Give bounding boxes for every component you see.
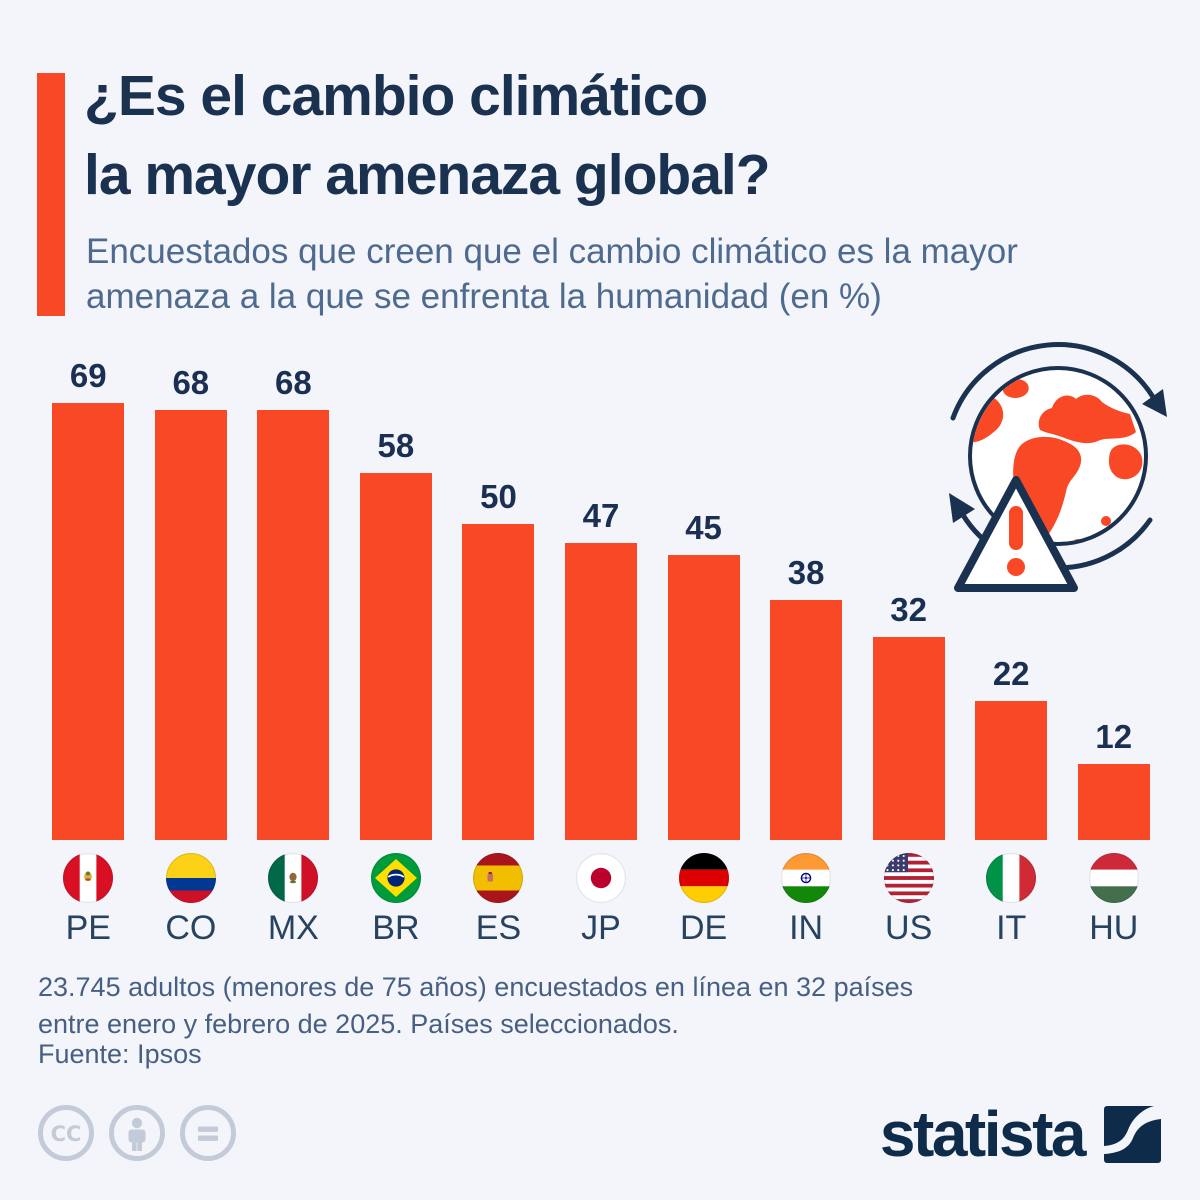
bar-value-label: 12	[1095, 718, 1133, 755]
chart-column-mx: 68 MX	[242, 350, 345, 948]
bar-zone: 45	[667, 350, 740, 840]
country-label-br: BR	[372, 909, 420, 947]
italy-flag-icon	[986, 853, 1037, 903]
source-line: Fuente: Ipsos	[38, 1039, 202, 1069]
japan-flag-icon	[576, 853, 626, 903]
bar-value-label: 32	[890, 591, 927, 629]
bar-zone: 38	[770, 350, 843, 840]
svg-text:CC: CC	[51, 1122, 82, 1146]
colombia-flag-icon	[165, 853, 216, 903]
footnote-line-2: entre enero y febrero de 2025. Países se…	[38, 1009, 679, 1039]
bar-in	[770, 599, 843, 840]
cc-nd-equals-icon	[180, 1105, 236, 1161]
chart-column-pe: 69 PE	[37, 350, 140, 948]
bar-zone: 32	[872, 350, 945, 840]
united-states-flag-icon	[883, 853, 934, 903]
country-label-es: ES	[475, 909, 522, 947]
chart-column-it: 22 IT	[960, 350, 1063, 948]
bar-value-label: 22	[992, 654, 1030, 692]
footnote-line-1: 23.745 adultos (menores de 75 años) encu…	[38, 972, 914, 1002]
chart-column-us: 32 US	[857, 350, 960, 948]
bar-value-label: 47	[582, 496, 620, 534]
cc-by-person-icon	[109, 1105, 165, 1161]
bar-hu	[1077, 764, 1150, 840]
bar-jp	[565, 542, 637, 840]
statista-logo: statista	[880, 1097, 1161, 1171]
bar-zone: 68	[154, 350, 227, 840]
chart-column-co: 68 CO	[140, 350, 243, 948]
hungary-flag-icon	[1088, 853, 1139, 903]
globe-warning-icon	[925, 338, 1185, 604]
license-icons: CC	[37, 1104, 237, 1162]
country-label-co: CO	[165, 909, 217, 947]
bar-it	[975, 700, 1048, 840]
bar-pe	[52, 403, 125, 840]
bar-es	[462, 523, 535, 840]
bar-value-label: 58	[377, 426, 415, 464]
bar-value-label: 68	[275, 363, 312, 401]
chart-column-es: 50 ES	[447, 350, 550, 948]
title-accent-bar	[37, 73, 65, 316]
country-label-in: IN	[789, 909, 824, 947]
brazil-flag-icon	[370, 853, 421, 903]
bar-value-label: 50	[480, 477, 517, 515]
mexico-flag-icon	[268, 853, 319, 903]
germany-flag-icon	[678, 853, 729, 903]
subtitle-line-1: Encuestados que creen que el cambio clim…	[86, 232, 1018, 271]
bar-chart: 69 PE 68 CO 68 MX 58 BR 50 ES 47 JP 45 DE 38 IN 32 US 22 IT…	[37, 350, 1165, 948]
bar-zone: 69	[52, 350, 125, 840]
country-label-us: US	[885, 909, 933, 947]
bar-br	[359, 472, 432, 840]
bar-value-label: 68	[172, 363, 210, 401]
chart-column-jp: 47 JP	[550, 350, 653, 948]
bar-zone: 58	[359, 350, 432, 840]
country-label-mx: MX	[267, 909, 319, 947]
country-label-de: DE	[679, 909, 728, 947]
chart-column-br: 58 BR	[345, 350, 448, 948]
chart-column-hu: 12 HU	[1062, 350, 1165, 948]
country-label-it: IT	[996, 909, 1027, 947]
spain-flag-icon	[473, 853, 524, 903]
country-label-jp: JP	[581, 909, 621, 947]
bar-zone: 47	[565, 350, 637, 840]
title-line-2: la mayor amenaza global?	[84, 143, 771, 207]
bar-de	[667, 555, 740, 840]
bar-zone: 22	[975, 350, 1048, 840]
bar-us	[872, 637, 945, 840]
bar-mx	[257, 409, 330, 840]
peru-flag-icon	[63, 853, 114, 903]
cc-icon: CC	[38, 1105, 94, 1161]
bar-zone: 68	[257, 350, 330, 840]
chart-column-de: 45 DE	[652, 350, 755, 948]
title-line-1: ¿Es el cambio climático	[84, 64, 708, 128]
statista-wordmark: statista	[879, 1098, 1087, 1170]
bar-value-label: 69	[69, 357, 107, 395]
bar-value-label: 45	[685, 509, 722, 547]
bar-value-label: 38	[787, 553, 825, 591]
chart-column-in: 38 IN	[755, 350, 858, 948]
page-subtitle: Encuestados que creen que el cambio clim…	[86, 229, 1018, 319]
country-label-hu: HU	[1089, 909, 1139, 947]
country-label-pe: PE	[65, 909, 111, 947]
bar-zone: 50	[462, 350, 535, 840]
subtitle-line-2: amenaza a la que se enfrenta la humanida…	[86, 277, 882, 316]
india-flag-icon	[781, 853, 832, 903]
footnote: 23.745 adultos (menores de 75 años) encu…	[38, 969, 913, 1043]
bar-zone: 12	[1077, 350, 1150, 840]
page-title: ¿Es el cambio climático la mayor amenaza …	[84, 57, 771, 215]
bar-co	[154, 409, 227, 840]
statista-logo-mark-icon	[1104, 1105, 1161, 1163]
